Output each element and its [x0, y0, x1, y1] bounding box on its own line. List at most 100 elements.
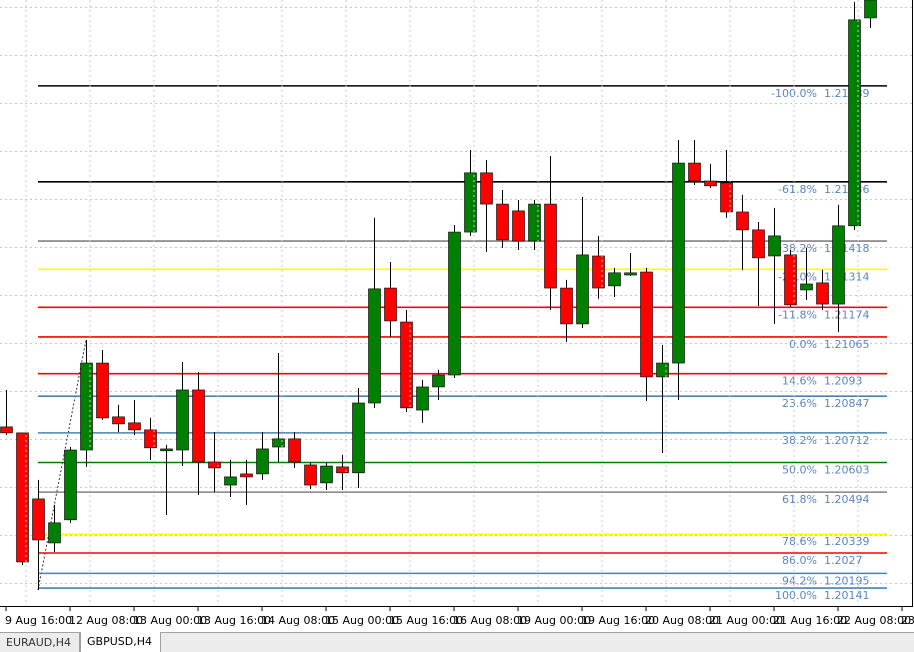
candle-body: [528, 203, 541, 242]
fib-level-price: 1.2027: [824, 554, 863, 567]
x-tick-label: 23: [901, 614, 914, 627]
tab[interactable]: EURAUD,H4: [0, 633, 81, 652]
tab-active[interactable]: GBPUSD,H4: [80, 632, 161, 652]
fib-level-price: 1.20195: [824, 574, 870, 587]
fib-level-price: 1.21314: [824, 270, 870, 283]
fib-level-percent: 23.6%: [782, 397, 817, 410]
fib-level-price: 1.20603: [824, 464, 870, 477]
candle-body: [304, 464, 317, 486]
x-tick-label: 15 Aug 00:00: [325, 614, 399, 627]
candle-body: [240, 473, 253, 478]
fib-level-price: 1.20339: [824, 535, 870, 548]
fib-level-percent: 94.2%: [782, 574, 817, 587]
candle-body: [416, 386, 429, 411]
x-tick-label: 16 Aug 08:00: [453, 614, 527, 627]
x-tick-label: 13 Aug 16:00: [197, 614, 271, 627]
candle-body: [816, 282, 829, 305]
candle-body: [592, 255, 605, 289]
fib-level-percent: 78.6%: [782, 535, 817, 548]
fib-level-price: 1.20141: [824, 589, 870, 602]
candle-body: [32, 498, 45, 541]
candle-body: [336, 466, 349, 474]
candle-body: [800, 283, 813, 291]
x-tick-label: 14 Aug 08:00: [261, 614, 335, 627]
x-tick-label: 21 Aug 16:00: [773, 614, 847, 627]
candle-body: [256, 448, 269, 475]
tab-bar: EURAUD,H4 GBPUSD,H4: [0, 632, 914, 652]
candle-body: [128, 422, 141, 431]
x-tick-label: 21 Aug 00:00: [709, 614, 783, 627]
fib-level-percent: 38.2%: [782, 434, 817, 447]
candle-body: [384, 287, 397, 322]
fib-level-percent: -11.8%: [778, 308, 817, 321]
x-tick-label: 13 Aug 00:00: [133, 614, 207, 627]
candle-body: [704, 180, 717, 187]
fib-level-percent: 61.8%: [782, 493, 817, 506]
fib-level-price: 1.21989: [824, 87, 870, 100]
candle-body: [368, 288, 381, 404]
candle-body: [176, 389, 189, 451]
fib-level-price: 1.20494: [824, 493, 870, 506]
fib-level-percent: 86.0%: [782, 554, 817, 567]
fib-level-percent: 14.6%: [782, 375, 817, 388]
candle-body: [768, 235, 781, 257]
candle-body: [720, 182, 733, 213]
candle-body: [784, 254, 797, 306]
candle-body: [640, 271, 653, 378]
fib-level-percent: -100.0%: [771, 87, 817, 100]
x-tick-label: 20 Aug 08:00: [645, 614, 719, 627]
chart: -100.0% 1.21989 -61.8% 1.21636 -38.2% 1.21418…: [0, 0, 914, 627]
fib-level-percent: 0.0%: [789, 338, 817, 351]
candle-body: [208, 461, 221, 469]
candle-body: [608, 272, 621, 287]
candle-body: [0, 426, 13, 434]
candle-body: [224, 476, 237, 486]
candle-body: [144, 429, 157, 449]
candle-body: [448, 231, 461, 376]
candle-body: [288, 438, 301, 463]
fib-level-price: 1.21636: [824, 183, 870, 196]
candle-body: [496, 203, 509, 241]
candle-body: [80, 362, 93, 451]
candle-body: [656, 362, 669, 378]
candle-body: [320, 465, 333, 484]
fib-level-percent: -61.8%: [778, 183, 817, 196]
x-tick-label: 12 Aug 08:00: [69, 614, 143, 627]
fib-level-price: 1.20712: [824, 434, 870, 447]
candle-body: [832, 225, 845, 305]
fib-level-percent: 100.0%: [775, 589, 817, 602]
fib-level-percent: -27.0%: [778, 270, 817, 283]
x-tick-label: 22 Aug 08:00: [837, 614, 911, 627]
candle-body: [272, 438, 285, 448]
candle-body: [624, 272, 637, 276]
fib-trendline: [37, 339, 87, 591]
x-tick-label: 9 Aug 16:00: [5, 614, 72, 627]
fib-level-percent: -38.2%: [778, 242, 817, 255]
fib-level-price: 1.20847: [824, 397, 870, 410]
fib-level-percent: 50.0%: [782, 464, 817, 477]
candle-body: [16, 432, 29, 563]
candle-body: [544, 203, 557, 289]
candle-body: [48, 522, 61, 544]
candle-body: [752, 229, 765, 259]
x-tick-label: 15 Aug 16:00: [389, 614, 463, 627]
candle-body: [512, 210, 525, 242]
x-tick-label: 19 Aug 00:00: [517, 614, 591, 627]
candle-body: [352, 402, 365, 474]
candle-body: [192, 389, 205, 463]
candle-body: [480, 172, 493, 205]
candle-body: [560, 287, 573, 325]
candle-body: [96, 362, 109, 419]
candle-body: [464, 172, 477, 233]
candle-body: [64, 449, 77, 521]
fib-level-price: 1.21174: [824, 308, 870, 321]
candle-body: [848, 19, 861, 227]
fib-level-price: 1.21065: [824, 338, 870, 351]
fib-level-price: 1.2093: [824, 375, 863, 388]
candle-body: [688, 162, 701, 182]
candle-body: [864, 0, 877, 19]
candle-body: [160, 448, 173, 452]
fib-level-price: 1.21418: [824, 242, 870, 255]
x-tick-label: 19 Aug 16:00: [581, 614, 655, 627]
